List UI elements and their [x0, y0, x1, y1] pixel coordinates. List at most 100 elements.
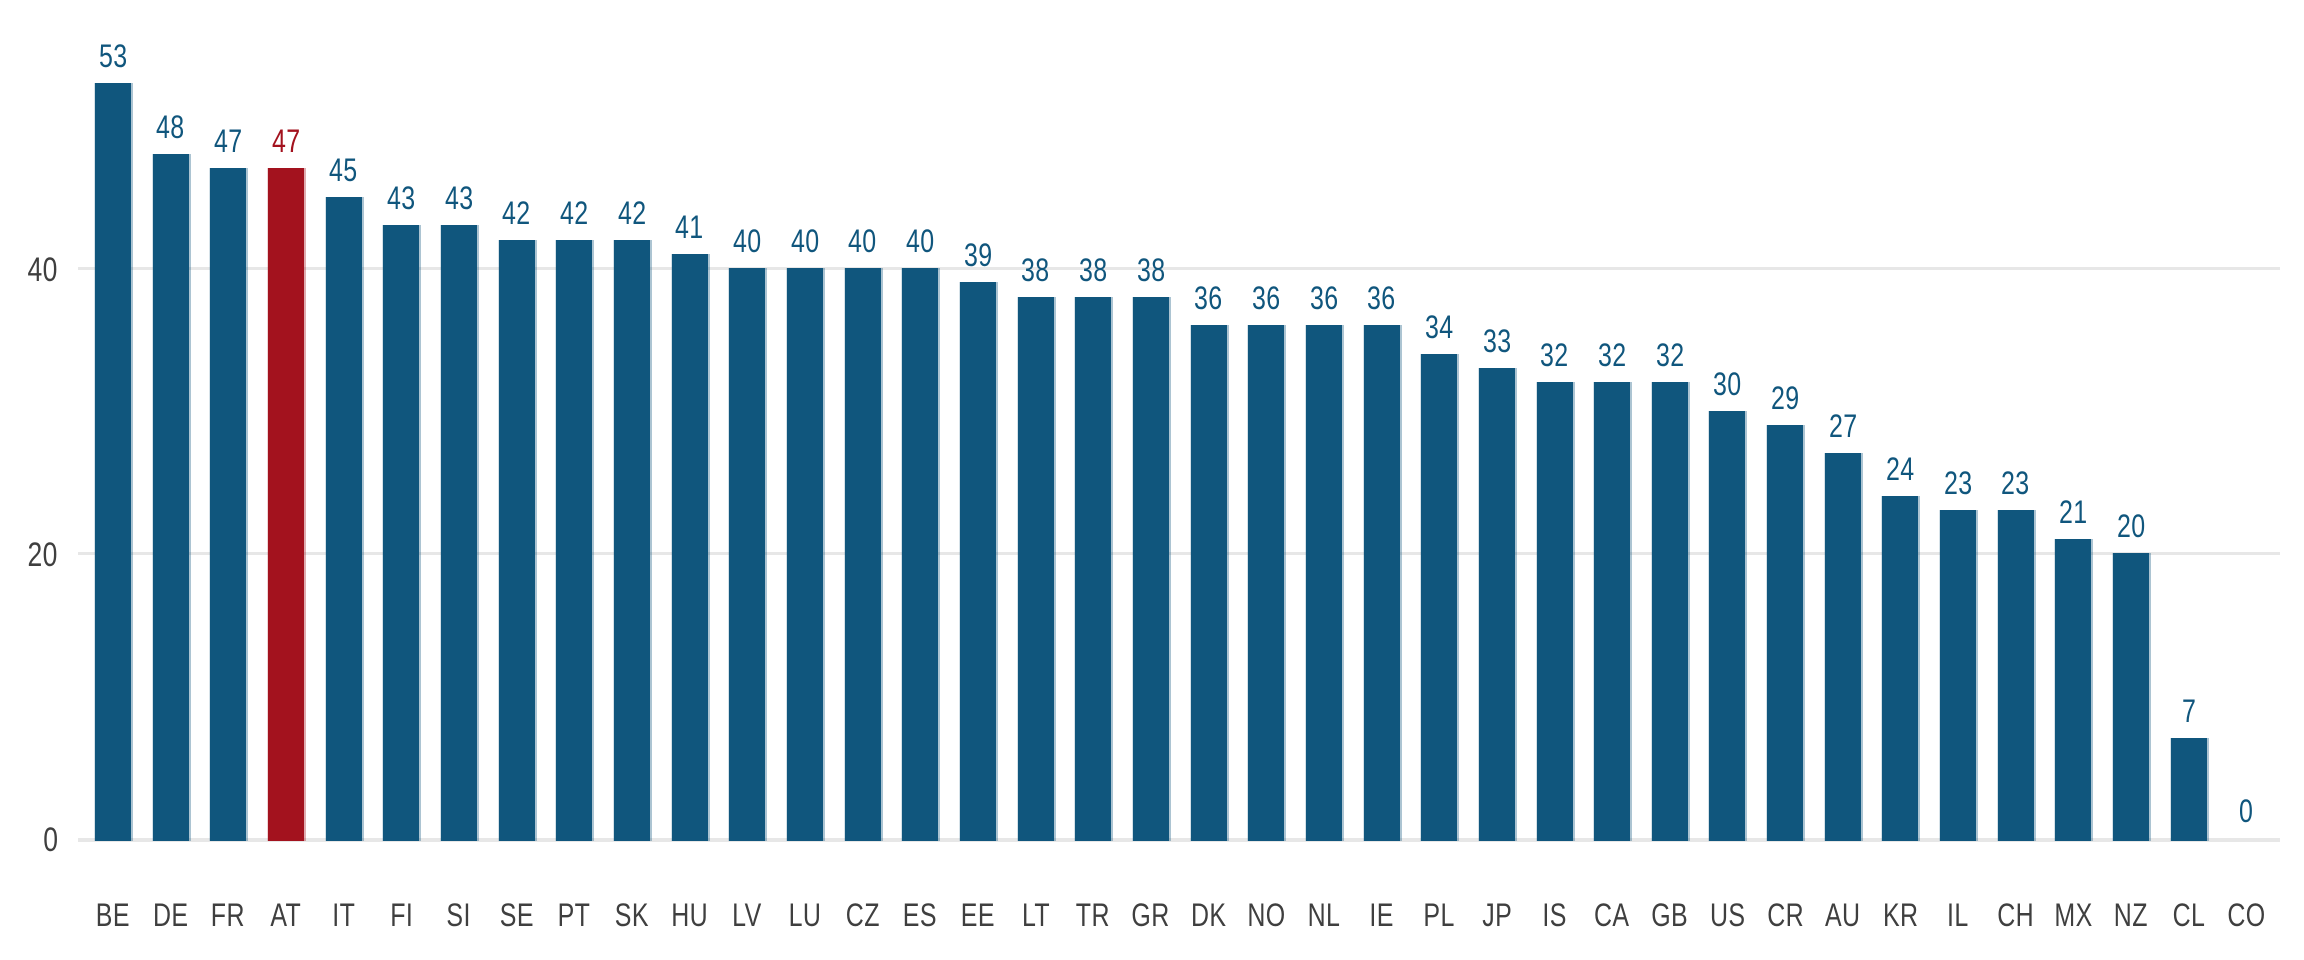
value-label-BE: 53: [98, 37, 128, 74]
bar-DK: [1190, 325, 1227, 841]
value-label-GB: 32: [1655, 337, 1685, 373]
value-label-GR: 38: [1136, 251, 1166, 288]
bar-BE: [95, 82, 131, 841]
value-label-DK: 36: [1194, 280, 1223, 316]
bar-GR: [1132, 296, 1169, 841]
x-label-ES: ES: [903, 897, 938, 933]
value-label-US: 30: [1713, 365, 1742, 402]
x-label-NL: NL: [1307, 897, 1341, 933]
bar-MX: [2055, 538, 2092, 841]
value-label-SE: 42: [502, 194, 531, 231]
value-label-NZ: 20: [2116, 508, 2146, 544]
value-label-TR: 38: [1078, 251, 1108, 288]
value-label-LT: 38: [1021, 251, 1050, 288]
x-label-DK: DK: [1190, 897, 1227, 933]
value-label-KR: 24: [1886, 451, 1915, 487]
x-label-KR: KR: [1882, 897, 1919, 933]
value-label-SI: 43: [444, 180, 474, 217]
bar-FR: [210, 168, 247, 841]
x-label-CH: CH: [1997, 897, 2035, 933]
bar-NL: [1305, 325, 1342, 841]
bar-NZ: [2113, 553, 2150, 841]
bar-CL: [2170, 738, 2207, 841]
bar-GB: [1651, 382, 1688, 841]
value-label-JP: 33: [1482, 322, 1512, 359]
x-label-SI: SI: [446, 897, 472, 933]
value-label-CO: 0: [2239, 793, 2254, 829]
bar-CH: [1997, 510, 2034, 841]
bar-IS: [1536, 382, 1573, 841]
y-tick-label-40: 40: [27, 250, 58, 289]
bar-ES: [902, 268, 939, 841]
x-label-GR: GR: [1131, 897, 1170, 933]
value-label-CL: 7: [2181, 693, 2196, 730]
x-label-LT: LT: [1021, 897, 1050, 933]
bar-AU: [1824, 453, 1861, 841]
x-label-HU: HU: [671, 897, 709, 933]
y-tick-label-0: 0: [42, 821, 58, 859]
value-label-CZ: 40: [848, 223, 877, 259]
bar-HU: [671, 253, 708, 841]
x-label-CR: CR: [1766, 897, 1804, 933]
x-label-EE: EE: [960, 897, 995, 933]
value-label-IS: 32: [1540, 337, 1569, 373]
value-label-NO: 36: [1251, 280, 1281, 316]
bar-FI: [383, 225, 420, 841]
bar-DE: [152, 154, 189, 841]
x-label-AU: AU: [1825, 897, 1861, 933]
value-label-FR: 47: [214, 123, 243, 160]
value-label-NL: 36: [1309, 280, 1339, 316]
value-label-FI: 43: [387, 180, 416, 217]
x-label-TR: TR: [1076, 897, 1111, 933]
value-label-MX: 21: [2059, 493, 2088, 530]
value-label-AU: 27: [1828, 408, 1858, 445]
x-label-NO: NO: [1247, 897, 1286, 933]
x-label-PL: PL: [1423, 897, 1455, 933]
x-label-JP: JP: [1481, 897, 1512, 933]
bar-IT: [325, 196, 362, 841]
gridline-20: [78, 551, 2280, 555]
bar-PT: [556, 239, 593, 841]
value-label-IL: 23: [1943, 465, 1973, 502]
gridline-0: [78, 838, 2280, 842]
bar-KR: [1882, 496, 1919, 841]
x-label-CA: CA: [1594, 897, 1630, 933]
value-label-EE: 39: [963, 237, 993, 274]
x-label-FI: FI: [389, 897, 413, 933]
value-label-CH: 23: [2001, 465, 2031, 502]
bar-NO: [1248, 325, 1285, 841]
bar-SE: [498, 239, 535, 841]
x-label-CO: CO: [2227, 897, 2266, 933]
bar-JP: [1478, 367, 1515, 841]
bar-SI: [440, 225, 477, 841]
value-label-CR: 29: [1770, 379, 1800, 416]
bar-CA: [1594, 382, 1631, 841]
x-label-IS: IS: [1542, 897, 1567, 933]
value-label-CA: 32: [1597, 337, 1627, 373]
value-label-PL: 34: [1424, 308, 1454, 345]
bar-CR: [1767, 424, 1804, 841]
value-label-AT: 47: [271, 123, 301, 160]
bar-LU: [786, 268, 823, 841]
value-label-LV: 40: [732, 223, 762, 259]
x-label-GB: GB: [1651, 897, 1689, 933]
x-label-FR: FR: [211, 897, 246, 933]
x-label-CZ: CZ: [845, 897, 880, 933]
bar-EE: [959, 282, 996, 841]
x-label-LV: LV: [732, 897, 762, 933]
x-label-NZ: NZ: [2114, 897, 2149, 933]
value-label-SK: 42: [617, 194, 647, 231]
x-label-US: US: [1709, 897, 1746, 933]
value-label-ES: 40: [905, 223, 935, 259]
x-label-CL: CL: [2172, 897, 2206, 933]
x-label-AT: AT: [270, 897, 302, 933]
bar-AT-highlighted: [267, 168, 304, 841]
gridline-40: [78, 266, 2280, 270]
bar-LV: [729, 268, 766, 841]
bar-IE: [1363, 325, 1400, 841]
bar-US: [1709, 410, 1746, 841]
